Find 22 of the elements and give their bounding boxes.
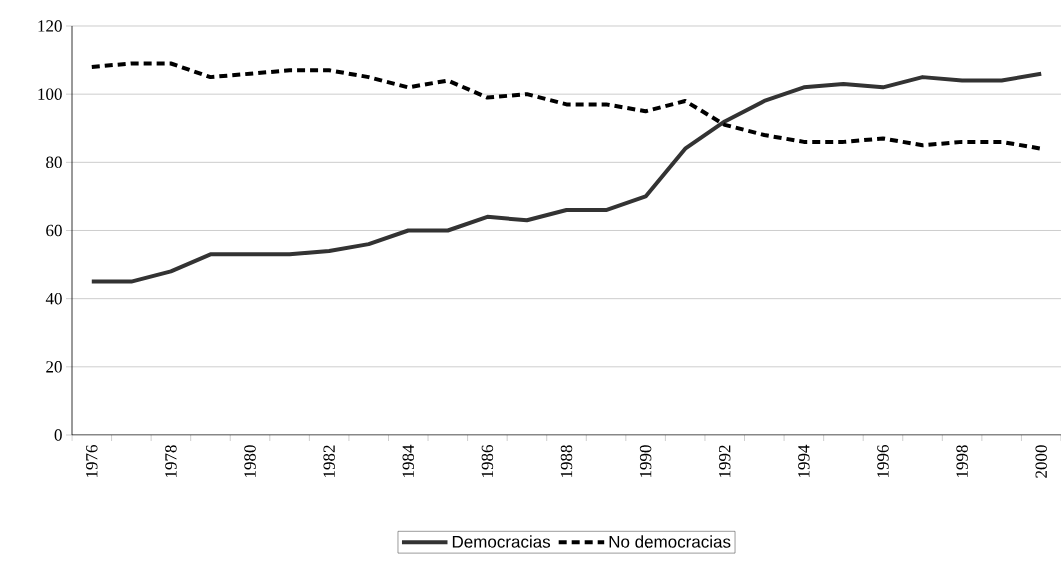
x-tick-label: 1982 bbox=[323, 445, 335, 478]
x-tick-label: 1986 bbox=[481, 445, 494, 478]
x-tick-label: 1992 bbox=[719, 445, 731, 478]
y-tick-label: 60 bbox=[46, 224, 62, 237]
x-tick-label: 1996 bbox=[877, 445, 889, 478]
x-tick-label: 1990 bbox=[639, 445, 652, 478]
y-tick-label: 0 bbox=[54, 429, 62, 441]
x-tick-label: 1988 bbox=[560, 445, 573, 478]
x-tick-label: 2000 bbox=[1035, 445, 1047, 478]
x-tick-label: 1998 bbox=[956, 445, 968, 478]
y-tick-label: 120 bbox=[38, 20, 62, 32]
legend-label: Democracias bbox=[452, 535, 551, 548]
x-tick-label: 1980 bbox=[244, 445, 256, 478]
y-tick-label: 80 bbox=[46, 156, 62, 169]
x-tick-label: 1984 bbox=[402, 444, 415, 478]
y-tick-label: 100 bbox=[38, 88, 62, 100]
legend-label: No democracias bbox=[609, 535, 731, 548]
x-tick-label: 1976 bbox=[86, 445, 98, 478]
y-tick-label: 20 bbox=[46, 361, 62, 373]
x-tick-label: 1978 bbox=[165, 445, 177, 478]
x-tick-label: 1994 bbox=[798, 444, 810, 478]
y-tick-label: 40 bbox=[45, 292, 62, 305]
